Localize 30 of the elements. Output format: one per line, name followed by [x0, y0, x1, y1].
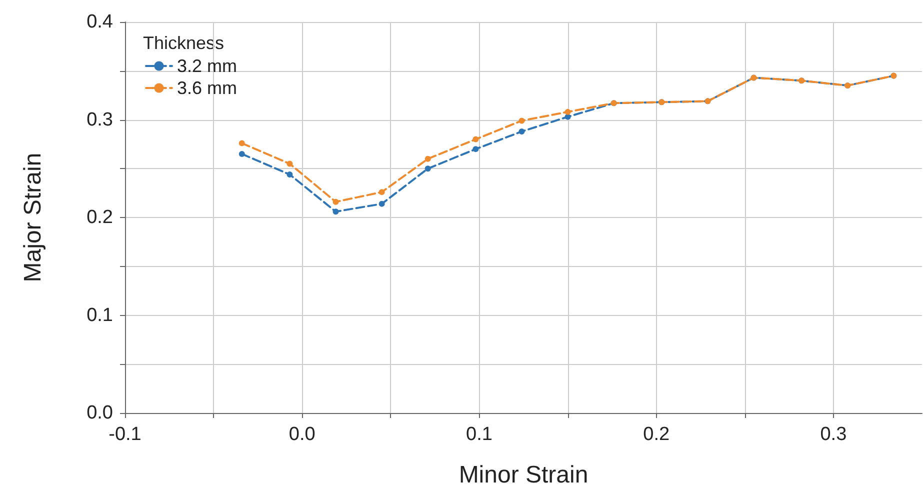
point	[238, 150, 245, 157]
point	[472, 136, 479, 142]
point	[518, 118, 525, 124]
point	[378, 200, 385, 207]
x-tick-label: 0.1	[466, 424, 492, 445]
point	[238, 140, 245, 146]
point	[518, 128, 525, 134]
point	[286, 160, 293, 167]
x-tick-label: 0.2	[643, 424, 670, 445]
legend-label: 3.6 mm	[177, 78, 238, 98]
y-axis-title: Major Strain	[20, 152, 46, 282]
x-tick-label: -0.1	[108, 424, 142, 445]
x-tick-label: 0.0	[288, 424, 316, 445]
y-tick-label: 0.1	[86, 304, 113, 326]
y-tick-label: 0.2	[86, 207, 113, 228]
legend-label: 3.2 mm	[177, 56, 238, 76]
point	[424, 166, 431, 172]
x-axis-title: Minor Strain	[458, 462, 588, 488]
point	[472, 146, 479, 152]
y-tick-label: 0.0	[86, 402, 113, 424]
point	[378, 189, 385, 196]
y-tick-label: 0.3	[86, 109, 113, 130]
x-tick-label: 0.3	[820, 424, 847, 445]
point	[332, 208, 339, 215]
y-tick-label: 0.4	[86, 12, 114, 32]
legend-title: Thickness	[143, 33, 224, 53]
point	[332, 198, 339, 205]
point	[286, 171, 293, 178]
point	[564, 108, 571, 115]
point	[424, 156, 431, 162]
